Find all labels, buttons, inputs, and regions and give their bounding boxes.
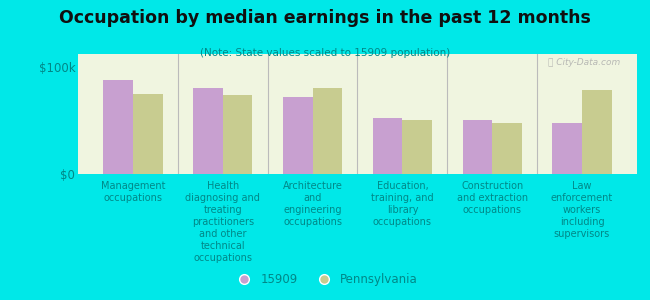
Bar — [103, 80, 133, 174]
Bar — [582, 90, 612, 174]
Bar — [193, 88, 223, 174]
Text: Ⓡ City-Data.com: Ⓡ City-Data.com — [548, 58, 620, 67]
Bar — [402, 120, 432, 174]
Bar — [133, 94, 162, 174]
Bar — [492, 123, 522, 174]
Bar — [552, 123, 582, 174]
Bar — [463, 120, 492, 174]
Text: (Note: State values scaled to 15909 population): (Note: State values scaled to 15909 popu… — [200, 48, 450, 58]
Bar — [313, 88, 343, 174]
Legend: 15909, Pennsylvania: 15909, Pennsylvania — [227, 269, 422, 291]
Text: Occupation by median earnings in the past 12 months: Occupation by median earnings in the pas… — [59, 9, 591, 27]
Bar — [283, 97, 313, 174]
Bar — [372, 118, 402, 174]
Bar — [223, 95, 252, 174]
